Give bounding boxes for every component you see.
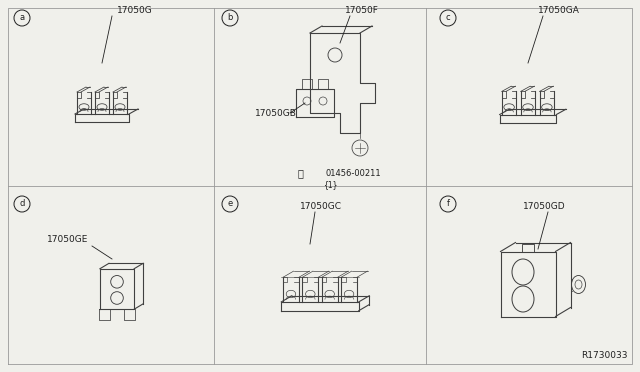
Text: 17050G: 17050G <box>117 6 153 15</box>
Text: c: c <box>445 13 451 22</box>
Text: b: b <box>227 13 233 22</box>
Text: d: d <box>19 199 25 208</box>
Text: 17050GC: 17050GC <box>300 202 342 211</box>
Text: {1}: {1} <box>323 180 337 189</box>
Text: 17050GB: 17050GB <box>255 109 297 118</box>
Text: 17050GD: 17050GD <box>523 202 566 211</box>
Text: 01456-00211: 01456-00211 <box>325 169 381 178</box>
Text: 17050F: 17050F <box>345 6 379 15</box>
Text: 17050GE: 17050GE <box>47 235 88 244</box>
Text: f: f <box>447 199 449 208</box>
Text: a: a <box>19 13 24 22</box>
Text: 17050GA: 17050GA <box>538 6 580 15</box>
Text: Ⓢ: Ⓢ <box>297 168 303 178</box>
Text: e: e <box>227 199 232 208</box>
Text: R1730033: R1730033 <box>582 351 628 360</box>
